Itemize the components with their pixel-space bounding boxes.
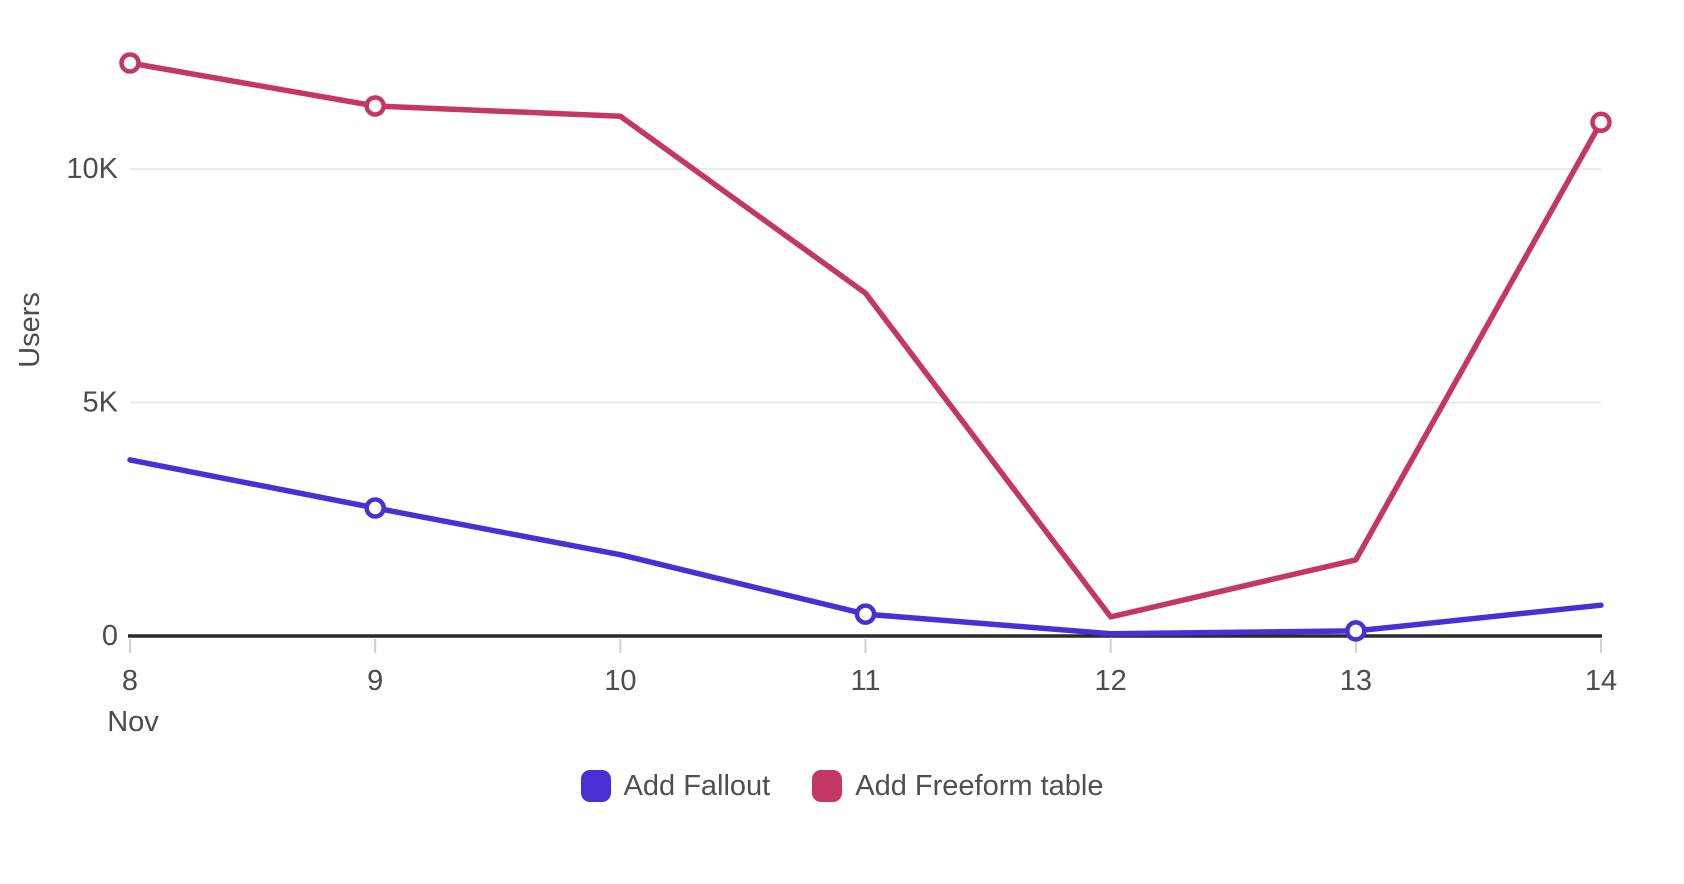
y-tick-label-10k: 10K [66, 153, 118, 185]
x-tick-label-12: 12 [1095, 665, 1127, 697]
x-tick-label-9: 9 [367, 665, 383, 697]
data-point-marker-add-freeform-table-14[interactable] [1590, 111, 1612, 134]
y-tick-label-5k: 5K [83, 387, 119, 419]
legend-item-add-freeform-table[interactable]: Add Freeform table [812, 770, 1103, 802]
x-tick-label-13: 13 [1340, 665, 1372, 697]
x-tick-label-10: 10 [604, 665, 636, 697]
data-point-marker-add-freeform-table-8[interactable] [119, 52, 141, 74]
data-point-marker-add-fallout-9[interactable] [364, 497, 386, 519]
legend-label-add-fallout: Add Fallout [623, 769, 771, 802]
data-point-marker-add-fallout-11[interactable] [854, 603, 877, 625]
chart-legend: Add Fallout Add Freeform table [0, 770, 1684, 802]
data-point-marker-add-fallout-13[interactable] [1345, 620, 1367, 642]
x-tick-label-8: 8 [122, 665, 138, 697]
x-axis-month-label: Nov [107, 706, 159, 738]
legend-item-add-fallout[interactable]: Add Fallout [580, 769, 771, 802]
data-point-marker-add-freeform-table-9[interactable] [364, 95, 386, 117]
x-tick-label-11: 11 [850, 665, 880, 697]
legend-label-add-freeform-table: Add Freeform table [855, 769, 1104, 802]
legend-swatch-add-freeform-table [812, 770, 843, 802]
line-chart: 0 5K 10K Users 8 9 10 11 12 13 14 Nov [14, 52, 1617, 738]
y-axis-title: Users [14, 292, 46, 368]
series-line-add-freeform-table[interactable] [127, 60, 1604, 620]
legend-swatch-add-fallout [580, 770, 611, 802]
x-tick-label-14: 14 [1585, 665, 1617, 697]
y-tick-label-0: 0 [102, 620, 118, 652]
